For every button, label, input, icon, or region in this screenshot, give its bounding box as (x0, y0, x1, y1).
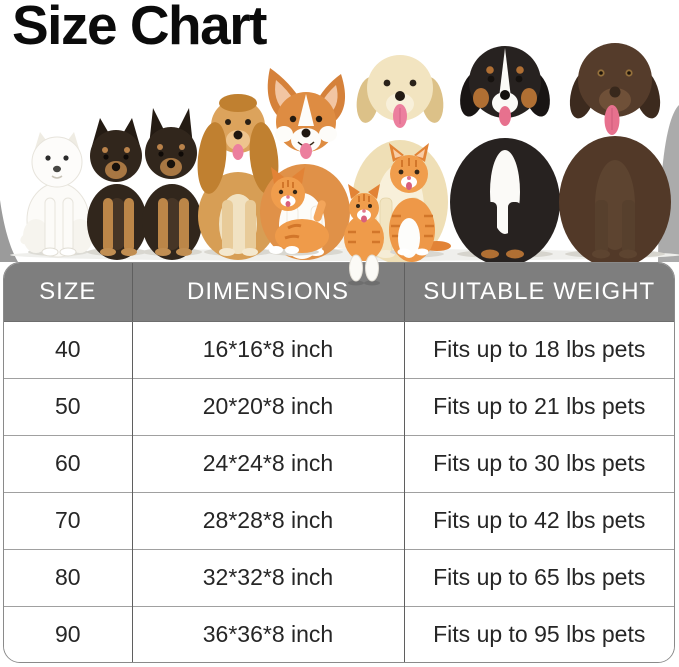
dimensions-cell: 36*36*8 inch (131, 605, 404, 662)
table-row: 50 20*20*8 inch Fits up to 21 lbs pets (4, 377, 674, 436)
right-edge-shade (658, 105, 679, 262)
weight-cell: Fits up to 18 lbs pets (403, 321, 674, 379)
size-chart-table: SIZE DIMENSIONS SUITABLE WEIGHT 40 16*16… (3, 262, 675, 663)
weight-cell: Fits up to 95 lbs pets (403, 605, 674, 662)
column-header-weight: SUITABLE WEIGHT (403, 263, 674, 322)
column-header-size: SIZE (4, 263, 132, 322)
corgi-icon (260, 68, 357, 260)
orange-tabby-kitten-icon (344, 184, 384, 261)
orange-tabby-kitten-icon (269, 167, 329, 256)
german-shepherd-puppy-icon (87, 118, 147, 260)
weight-cell: Fits up to 65 lbs pets (403, 548, 674, 607)
table-row: 70 28*28*8 inch Fits up to 42 lbs pets (4, 491, 674, 550)
golden-retriever-icon (352, 55, 448, 262)
german-shepherd-puppy-icon (142, 108, 202, 260)
column-header-dimensions: DIMENSIONS (131, 263, 404, 322)
size-cell: 70 (4, 491, 132, 550)
size-cell: 40 (4, 321, 132, 379)
left-edge-shade (0, 200, 18, 262)
table-row: 60 24*24*8 inch Fits up to 30 lbs pets (4, 434, 674, 493)
white-puppy-icon (20, 132, 93, 258)
chocolate-labrador-icon (559, 43, 671, 262)
size-cell: 60 (4, 434, 132, 493)
dimensions-cell: 32*32*8 inch (131, 548, 404, 607)
weight-cell: Fits up to 21 lbs pets (403, 377, 674, 436)
weight-cell: Fits up to 30 lbs pets (403, 434, 674, 493)
size-cell: 50 (4, 377, 132, 436)
header-row: SIZE DIMENSIONS SUITABLE WEIGHT (4, 263, 674, 322)
page-title: Size Chart (12, 0, 267, 56)
floor-shadow (10, 249, 679, 261)
size-cell: 80 (4, 548, 132, 607)
dimensions-cell: 24*24*8 inch (131, 434, 404, 493)
dimensions-cell: 16*16*8 inch (131, 321, 404, 379)
orange-tabby-kitten-icon (389, 143, 451, 262)
table-row: 80 32*32*8 inch Fits up to 65 lbs pets (4, 548, 674, 607)
dimensions-cell: 20*20*8 inch (131, 377, 404, 436)
cocker-spaniel-icon (197, 94, 279, 260)
weight-cell: Fits up to 42 lbs pets (403, 491, 674, 550)
dimensions-cell: 28*28*8 inch (131, 491, 404, 550)
size-cell: 90 (4, 605, 132, 662)
table-row: 40 16*16*8 inch Fits up to 18 lbs pets (4, 321, 674, 379)
table-row: 90 36*36*8 inch Fits up to 95 lbs pets (4, 605, 674, 662)
bernese-mountain-dog-icon (450, 46, 560, 262)
